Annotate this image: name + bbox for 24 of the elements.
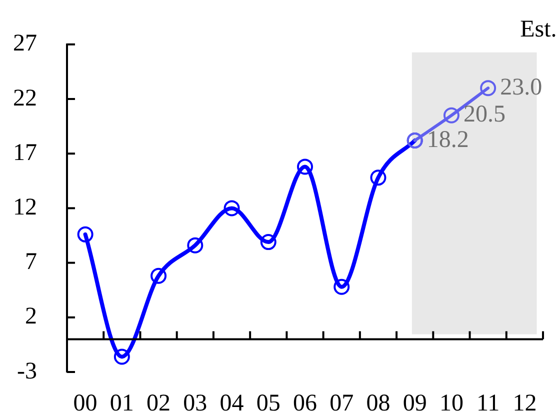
x-tick-label: 04 <box>220 390 244 416</box>
y-tick-label: 2 <box>25 304 37 330</box>
data-label: 20.5 <box>463 102 506 128</box>
y-tick-label: 12 <box>13 194 37 220</box>
x-tick-label: 06 <box>293 390 317 416</box>
y-tick-label: 22 <box>13 85 37 112</box>
x-tick-label: 11 <box>476 390 500 416</box>
x-tick-label: 02 <box>146 390 171 416</box>
band-label: Est. <box>520 16 557 43</box>
y-tick-label: 7 <box>25 249 37 276</box>
x-tick-label: 01 <box>110 390 134 416</box>
x-tick-label: 07 <box>330 390 354 416</box>
data-label: 23.0 <box>500 74 542 100</box>
y-tick-label: -3 <box>17 358 37 384</box>
data-label: 18.2 <box>426 126 469 153</box>
y-tick-label: 27 <box>13 30 37 57</box>
x-tick-label: 03 <box>183 390 208 416</box>
y-tick-label: 17 <box>13 140 37 166</box>
x-tick-label: 08 <box>366 390 390 416</box>
x-tick-label: 05 <box>256 390 280 416</box>
x-tick-label: 00 <box>73 390 98 416</box>
x-tick-label: 09 <box>402 390 427 416</box>
x-tick-label: 10 <box>439 390 464 416</box>
x-tick-label: 12 <box>512 390 537 416</box>
